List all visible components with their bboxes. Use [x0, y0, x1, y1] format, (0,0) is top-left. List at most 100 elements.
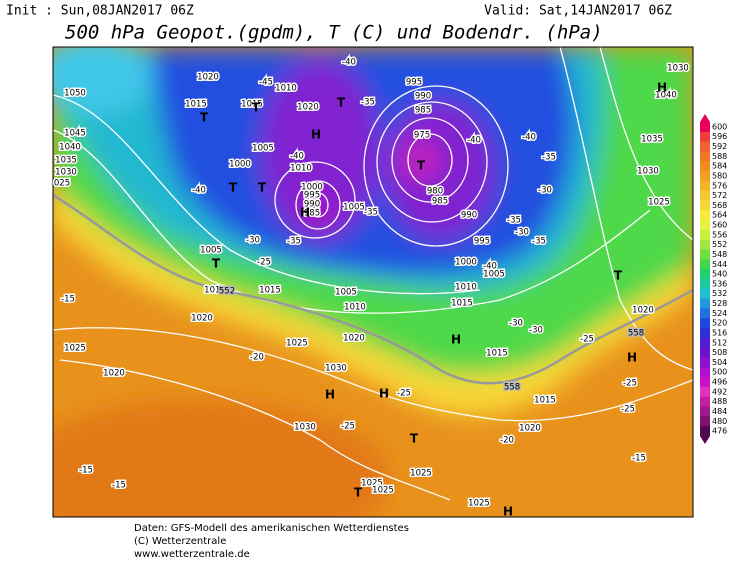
footer-url: www.wetterzentrale.de	[134, 549, 250, 560]
isobar-label: 1030	[55, 168, 77, 178]
pressure-center: T	[258, 181, 267, 195]
isobar-label: 990	[461, 211, 477, 221]
temperature-label: -45	[259, 78, 273, 88]
temperature-label: -35	[287, 237, 301, 247]
colorbar-swatch	[700, 122, 710, 133]
colorbar-label: 536	[712, 279, 727, 288]
colorbar-swatch	[700, 357, 710, 368]
pressure-center: T	[417, 159, 426, 173]
contour-label: 552	[219, 287, 235, 297]
pressure-center: H	[379, 387, 389, 401]
contour-label: 558	[504, 383, 520, 393]
colorbar-arrow-bottom	[700, 436, 710, 444]
temperature-label: -40	[192, 186, 206, 196]
isobar-label: 1025	[286, 339, 308, 349]
isobar-label: 1015	[486, 349, 508, 359]
colorbar-label: 484	[712, 407, 727, 416]
colorbar-label: 596	[712, 132, 727, 141]
pressure-center: H	[627, 351, 637, 365]
pressure-center: H	[451, 333, 461, 347]
temperature-label: -30	[529, 326, 543, 336]
field-magenta	[398, 138, 442, 182]
contour-558	[53, 193, 693, 385]
footer-copyright: (C) Wetterzentrale	[134, 536, 226, 547]
isobar-label: 1000	[229, 160, 251, 170]
isobar-label: 1040	[59, 143, 81, 153]
colorbar-label: 576	[712, 181, 727, 190]
colorbar-swatch	[700, 259, 710, 270]
colorbar-swatch	[700, 279, 710, 290]
colorbar-label: 524	[712, 309, 727, 318]
isobar-label: 1035	[55, 156, 77, 166]
colorbar-swatch	[700, 171, 710, 182]
isobar-label: 1005	[483, 270, 505, 280]
temperature-label: -35	[361, 98, 375, 108]
temperature-label: -30	[509, 319, 523, 329]
isobar-label: 990	[415, 92, 431, 102]
isobar-label: 1010	[275, 84, 297, 94]
isobar-label: 980	[427, 187, 443, 197]
isobar-label: 1015	[534, 396, 556, 406]
pressure-center: T	[614, 269, 623, 283]
colorbar-swatch	[700, 190, 710, 201]
temperature-label: -40	[522, 133, 536, 143]
colorbar-swatch	[700, 347, 710, 358]
temperature-label: -15	[79, 466, 93, 476]
temperature-label: -25	[580, 335, 594, 345]
colorbar-label: 600	[712, 122, 727, 131]
isobar-label: 1020	[103, 369, 125, 379]
isobar-label: 1020	[191, 314, 213, 324]
temperature-label: -20	[250, 353, 264, 363]
colorbar-swatch	[700, 406, 710, 417]
colorbar-label: 572	[712, 191, 727, 200]
colorbar-label: 556	[712, 230, 727, 239]
isobar-label: 1015	[259, 286, 281, 296]
map-field	[53, 47, 693, 517]
isobar-label: 1020	[632, 306, 654, 316]
temperature-label: -25	[397, 389, 411, 399]
isobar-label: 990	[304, 200, 320, 210]
colorbar-label: 500	[712, 368, 727, 377]
isobar-label: 1030	[667, 64, 689, 74]
isobar-label: 1000	[455, 258, 477, 268]
colorbar-label: 584	[712, 162, 727, 171]
colorbar-label: 560	[712, 221, 727, 230]
colorbar-swatch	[700, 416, 710, 427]
temperature-label: -40	[483, 262, 497, 272]
isobar-label: 985	[304, 209, 320, 219]
temperature-label: -35	[532, 237, 546, 247]
field-dark-orange	[53, 400, 390, 517]
pressure-center: T	[200, 111, 209, 125]
pressure-center: T	[410, 432, 419, 446]
colorbar-label: 528	[712, 299, 727, 308]
temperature-label: -30	[538, 186, 552, 196]
isobar-label: 1015	[185, 100, 207, 110]
isobar-label: 1010	[290, 164, 312, 174]
isobar-label: 985	[415, 106, 431, 116]
colorbar-swatch	[700, 426, 710, 437]
isobar-label: 995	[474, 237, 490, 247]
temperature-label: -30	[246, 236, 260, 246]
colorbar-label: 544	[712, 260, 727, 269]
colorbar-swatch	[700, 308, 710, 319]
colorbar-swatch	[700, 161, 710, 172]
colorbar-swatch	[700, 210, 710, 221]
colorbar-swatch	[700, 386, 710, 398]
colorbar-swatch	[700, 180, 710, 192]
isobar-label: 1010	[344, 303, 366, 313]
pressure-center: T	[337, 96, 346, 110]
colorbar-swatch	[700, 249, 710, 260]
map-frame	[52, 46, 694, 518]
temperature-label: -30	[515, 228, 529, 238]
colorbar-label: 580	[712, 171, 727, 180]
isobar-label: 1050	[64, 89, 86, 99]
colorbar-swatch	[700, 367, 710, 378]
isobar-label: 1030	[637, 167, 659, 177]
colorbar-swatch	[700, 131, 710, 143]
isobar-label: 1015	[241, 100, 263, 110]
isobar-label: 1020	[519, 424, 541, 434]
temperature-label: -40	[342, 58, 356, 68]
temperature-label: -15	[112, 481, 126, 491]
